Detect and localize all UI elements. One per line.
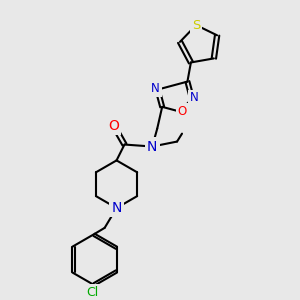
Text: O: O — [178, 105, 187, 118]
Text: O: O — [108, 119, 119, 133]
Text: Cl: Cl — [87, 286, 99, 299]
Text: N: N — [111, 201, 122, 215]
Text: N: N — [147, 140, 158, 154]
Text: N: N — [151, 82, 160, 95]
Text: S: S — [192, 19, 200, 32]
Text: N: N — [190, 92, 198, 104]
